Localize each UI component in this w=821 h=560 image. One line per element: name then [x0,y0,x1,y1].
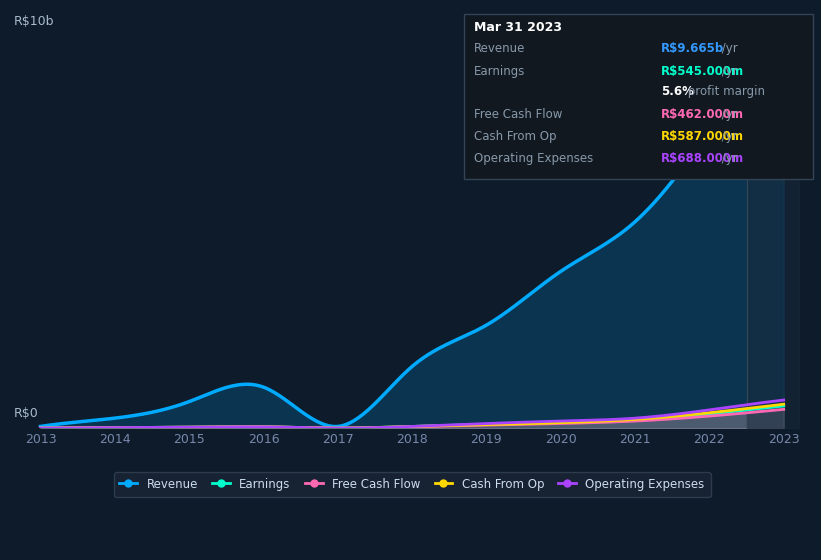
Text: R$462.000m: R$462.000m [661,108,744,120]
Text: /yr: /yr [718,130,738,143]
Text: R$587.000m: R$587.000m [661,130,744,143]
Text: 5.6%: 5.6% [661,85,694,98]
Legend: Revenue, Earnings, Free Cash Flow, Cash From Op, Operating Expenses: Revenue, Earnings, Free Cash Flow, Cash … [113,472,711,497]
Text: /yr: /yr [718,152,738,165]
Text: Free Cash Flow: Free Cash Flow [474,108,562,120]
Text: R$9.665b: R$9.665b [661,42,724,55]
Text: /yr: /yr [718,42,738,55]
Text: Operating Expenses: Operating Expenses [474,152,593,165]
Text: R$688.000m: R$688.000m [661,152,744,165]
Text: R$0: R$0 [14,407,39,420]
Text: /yr: /yr [718,66,738,78]
Text: /yr: /yr [718,108,738,120]
Text: Earnings: Earnings [474,66,525,78]
Text: Revenue: Revenue [474,42,525,55]
Text: R$545.000m: R$545.000m [661,66,744,78]
Text: Cash From Op: Cash From Op [474,130,556,143]
Text: R$10b: R$10b [14,15,55,28]
Text: Mar 31 2023: Mar 31 2023 [474,21,562,34]
Text: profit margin: profit margin [684,85,765,98]
